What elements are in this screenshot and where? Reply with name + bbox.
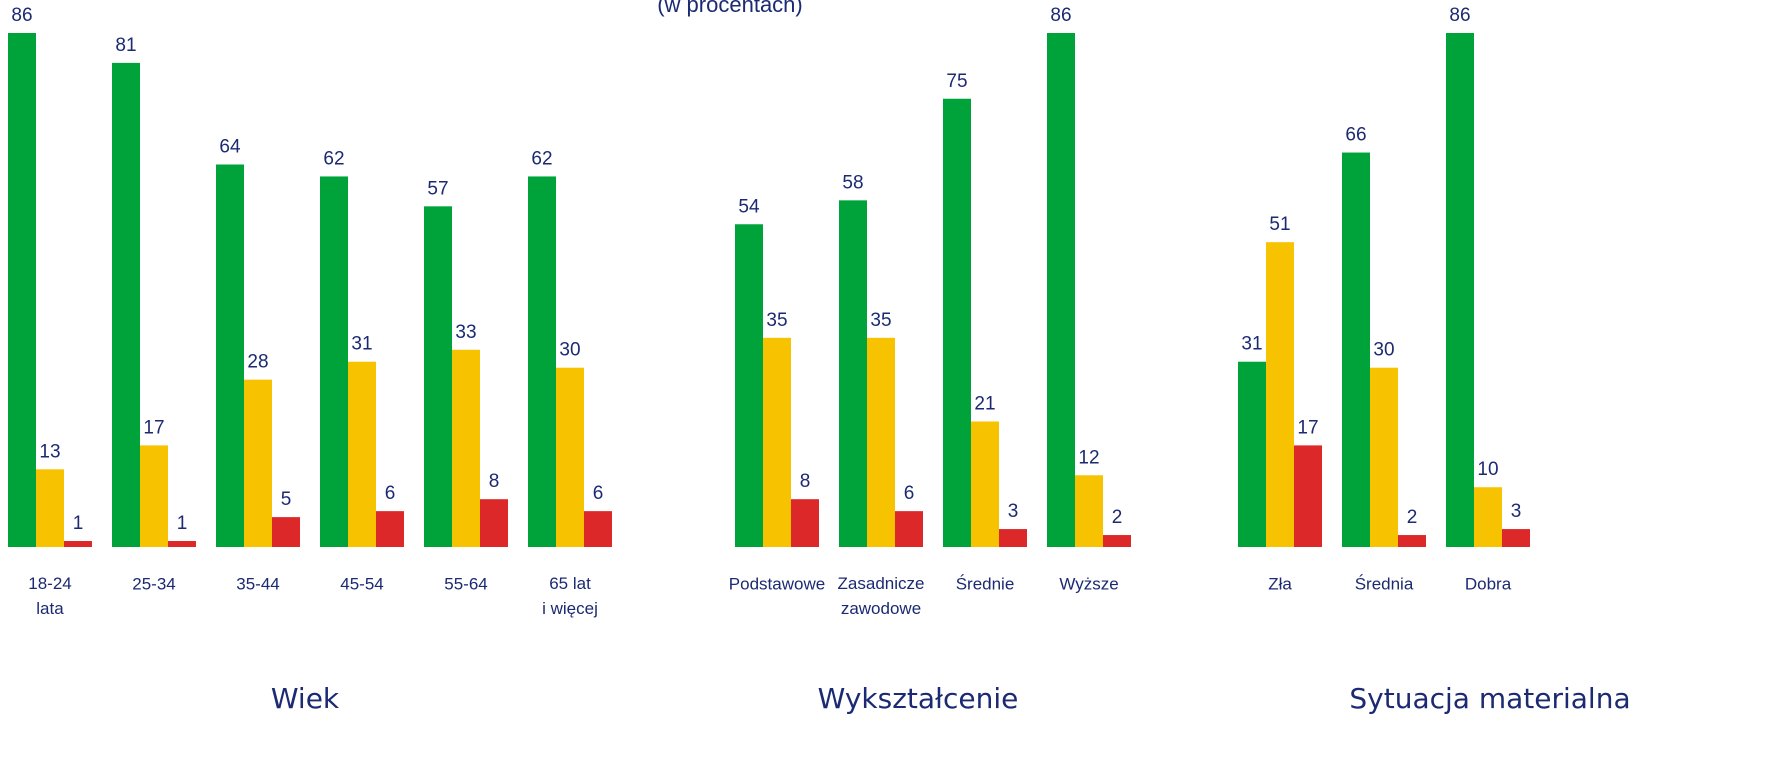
value-label: 64 bbox=[219, 137, 241, 158]
value-label: 1 bbox=[73, 513, 84, 534]
value-label: 62 bbox=[531, 148, 552, 169]
bar bbox=[1047, 33, 1075, 547]
value-label: 54 bbox=[738, 196, 760, 217]
x-tick-label: 25-34 bbox=[132, 574, 175, 593]
x-tick-label: 18-24 lata bbox=[28, 574, 71, 618]
bar bbox=[8, 33, 36, 547]
value-label: 6 bbox=[593, 483, 604, 504]
bar bbox=[1398, 535, 1426, 547]
bar bbox=[168, 541, 196, 547]
bar bbox=[528, 176, 556, 547]
bar bbox=[839, 200, 867, 548]
value-label: 6 bbox=[385, 483, 396, 504]
bar bbox=[791, 499, 819, 547]
x-tick-label: Średnia bbox=[1355, 574, 1414, 593]
value-label: 8 bbox=[489, 471, 500, 492]
bar bbox=[424, 206, 452, 548]
value-label: 35 bbox=[766, 310, 787, 331]
bar bbox=[1446, 33, 1474, 547]
x-tick-label: Zasadnicze zawodowe bbox=[838, 574, 925, 618]
value-label: 5 bbox=[281, 489, 292, 510]
bar bbox=[895, 511, 923, 547]
value-label: 6 bbox=[904, 483, 915, 504]
bar bbox=[1103, 535, 1131, 547]
x-tick-label: Wyższe bbox=[1059, 574, 1118, 593]
bar bbox=[556, 367, 584, 547]
bar bbox=[216, 164, 244, 547]
bar bbox=[1474, 487, 1502, 547]
value-label: 86 bbox=[11, 5, 32, 26]
x-tick-label: Zła bbox=[1268, 574, 1292, 593]
group-label: Sytuacja materialna bbox=[1349, 682, 1630, 715]
value-label: 2 bbox=[1112, 507, 1123, 528]
group-label: Wykształcenie bbox=[818, 682, 1019, 715]
value-label: 17 bbox=[1297, 417, 1318, 438]
value-label: 57 bbox=[427, 178, 448, 199]
bar bbox=[320, 176, 348, 547]
bar bbox=[1238, 361, 1266, 547]
bar bbox=[452, 349, 480, 547]
bar bbox=[376, 511, 404, 547]
x-tick-label: 65 lat i więcej bbox=[542, 574, 598, 618]
value-label: 30 bbox=[559, 340, 580, 361]
value-label: 86 bbox=[1050, 5, 1071, 26]
x-tick-label: Dobra bbox=[1465, 574, 1512, 593]
bar bbox=[140, 445, 168, 547]
bar bbox=[244, 379, 272, 547]
x-tick-label: Średnie bbox=[956, 574, 1015, 593]
value-label: 86 bbox=[1449, 5, 1470, 26]
bar bbox=[36, 469, 64, 547]
value-label: 31 bbox=[1241, 334, 1262, 355]
value-label: 62 bbox=[323, 148, 344, 169]
bar bbox=[943, 98, 971, 547]
bar bbox=[867, 337, 895, 547]
bar bbox=[348, 361, 376, 547]
value-label: 33 bbox=[455, 322, 476, 343]
subtitle: (w procentach) bbox=[657, 0, 803, 17]
value-label: 31 bbox=[351, 334, 372, 355]
bar bbox=[272, 517, 300, 547]
bar bbox=[64, 541, 92, 547]
bar bbox=[1266, 242, 1294, 548]
value-label: 12 bbox=[1078, 447, 1099, 468]
value-label: 10 bbox=[1477, 459, 1498, 480]
value-label: 13 bbox=[39, 441, 60, 462]
bar bbox=[1294, 445, 1322, 547]
bar bbox=[480, 499, 508, 547]
bar bbox=[1075, 475, 1103, 547]
value-label: 3 bbox=[1511, 501, 1522, 522]
value-label: 30 bbox=[1373, 340, 1394, 361]
value-label: 35 bbox=[870, 310, 891, 331]
bar bbox=[971, 421, 999, 547]
value-label: 8 bbox=[800, 471, 811, 492]
value-label: 1 bbox=[177, 513, 188, 534]
x-tick-label: Podstawowe bbox=[729, 574, 825, 593]
bar bbox=[1342, 152, 1370, 547]
value-label: 21 bbox=[974, 394, 995, 415]
value-label: 3 bbox=[1008, 501, 1019, 522]
x-tick-label: 35-44 bbox=[236, 574, 279, 593]
value-label: 75 bbox=[946, 71, 967, 92]
group-label: Wiek bbox=[271, 682, 340, 715]
bar bbox=[999, 529, 1027, 547]
value-label: 51 bbox=[1269, 214, 1290, 235]
value-label: 28 bbox=[247, 352, 268, 373]
value-label: 58 bbox=[842, 172, 863, 193]
x-tick-label: 45-54 bbox=[340, 574, 383, 593]
bar bbox=[1502, 529, 1530, 547]
value-label: 17 bbox=[143, 417, 164, 438]
bar bbox=[584, 511, 612, 547]
value-label: 2 bbox=[1407, 507, 1418, 528]
bar bbox=[763, 337, 791, 547]
bar bbox=[735, 224, 763, 548]
value-label: 81 bbox=[115, 35, 136, 56]
bar bbox=[112, 62, 140, 547]
x-tick-label: 55-64 bbox=[444, 574, 487, 593]
value-label: 66 bbox=[1345, 125, 1366, 146]
bar bbox=[1370, 367, 1398, 547]
